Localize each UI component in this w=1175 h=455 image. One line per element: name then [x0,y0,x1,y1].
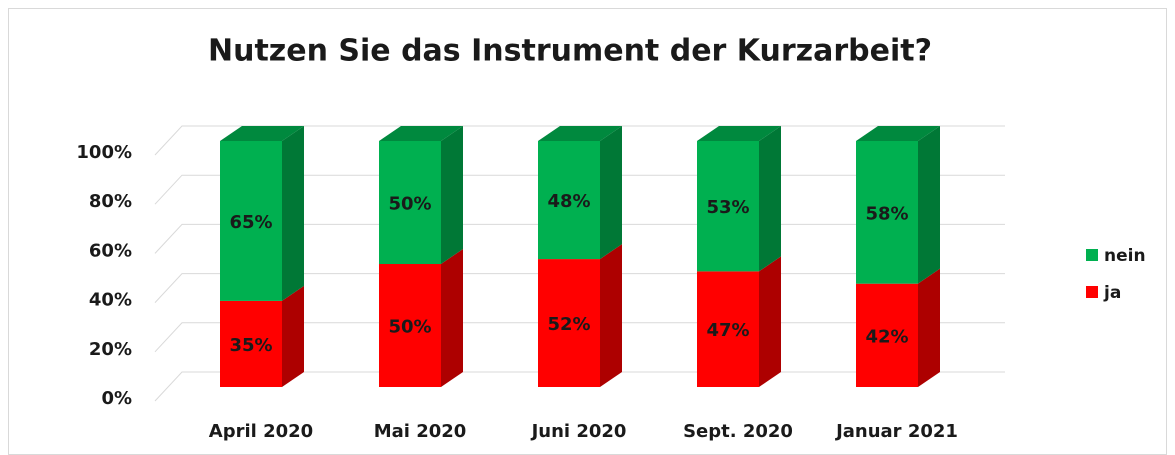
data-label: 53% [706,197,749,218]
data-label: 50% [388,317,431,338]
data-label: 42% [865,326,908,347]
bar [220,141,282,301]
bar-side [918,268,940,387]
y-tick-label: 80% [89,191,132,212]
data-label: 52% [547,314,590,335]
legend-label: ja [1103,283,1121,303]
data-label: 47% [706,320,749,341]
chart-title: Nutzen Sie das Instrument der Kurzarbeit… [208,34,932,69]
y-tick-label: 40% [89,290,132,311]
bar-side [600,126,622,260]
legend-swatch [1086,249,1098,261]
data-label: 50% [388,194,431,215]
bar [379,264,441,387]
bar-top [538,126,622,141]
x-tick-label: Sept. 2020 [683,421,793,442]
bar-top [220,126,304,141]
bar-side [441,249,463,387]
bar-top [697,126,781,141]
bar [379,141,441,264]
y-tick-label: 60% [89,240,132,261]
bar-side [759,126,781,272]
legend-label: nein [1104,246,1146,266]
bar-side [282,126,304,301]
bar [538,141,600,260]
y-tick-label: 0% [101,388,132,409]
y-tick-label: 20% [89,339,132,360]
bar [220,300,282,387]
data-label: 65% [229,212,272,233]
bar [697,141,759,272]
data-label: 58% [865,203,908,224]
bar-side [282,285,304,387]
legend-swatch [1086,286,1098,298]
bar [856,283,918,387]
x-tick-label: Mai 2020 [374,421,467,442]
bar-top [856,126,940,141]
bar [538,259,600,387]
y-tick-label: 100% [76,142,132,163]
bar-side [441,126,463,264]
bar [697,271,759,387]
x-tick-label: Juni 2020 [530,421,627,442]
x-tick-label: April 2020 [209,421,313,442]
data-label: 48% [547,191,590,212]
bar-side [600,244,622,387]
data-label: 35% [229,335,272,356]
bar-top [379,126,463,141]
bar-side [759,256,781,387]
bar-side [918,126,940,284]
bar [856,141,918,284]
x-tick-label: Januar 2021 [834,421,958,442]
